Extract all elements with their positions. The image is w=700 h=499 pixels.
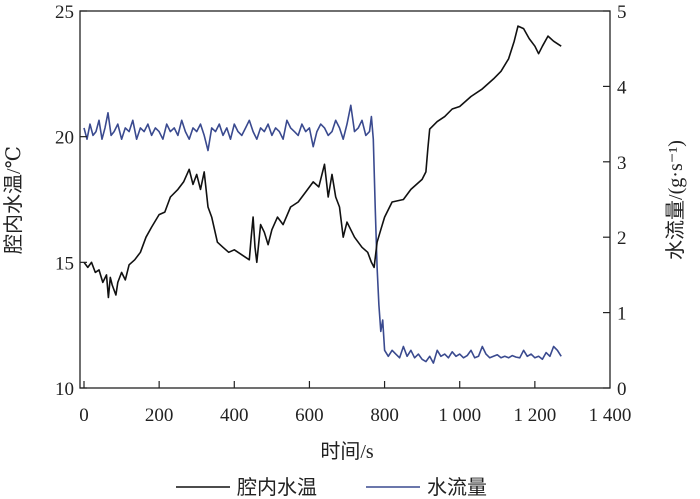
x-tick-label: 800: [370, 405, 399, 426]
x-tick-label: 600: [295, 405, 324, 426]
series-layer: [83, 25, 562, 364]
legend-label-flow: 水流量: [427, 476, 487, 499]
y-right-tick-label: 5: [617, 2, 627, 23]
x-axis-label: 时间/s: [320, 440, 374, 463]
y-axis-left-label: 腔内水温/℃: [2, 146, 25, 254]
x-tick-label: 1 200: [513, 405, 556, 426]
y-axis-right-label: 水流量/(g·s⁻¹): [664, 140, 687, 260]
x-tick-label: 1 000: [438, 405, 481, 426]
legend: 腔内水温 水流量: [176, 476, 487, 499]
x-tick-label: 200: [145, 405, 174, 426]
y-left-tick-label: 10: [55, 379, 74, 400]
series-line-temperature: [83, 25, 562, 299]
y-right-tick-label: 2: [617, 228, 627, 249]
x-tick-label: 1 400: [589, 405, 632, 426]
legend-label-temperature: 腔内水温: [237, 476, 317, 499]
y-right-tick-label: 4: [617, 77, 627, 98]
y-left-tick-label: 20: [55, 128, 74, 149]
y-right-tick-label: 0: [617, 379, 627, 400]
series-line-flow: [83, 104, 562, 364]
axis-layer: 0 200 400 600 800 1 000 1 200 1 400 10 15 20 25 0 1 2 3…: [55, 2, 631, 426]
y-left-tick-label: 25: [55, 2, 74, 23]
y-right-tick-label: 1: [617, 304, 627, 325]
plot-frame: [79, 10, 611, 389]
y-left-tick-label: 15: [55, 253, 74, 274]
y-right-tick-label: 3: [617, 153, 627, 174]
x-tick-label: 0: [79, 405, 89, 426]
x-tick-label: 400: [220, 405, 249, 426]
